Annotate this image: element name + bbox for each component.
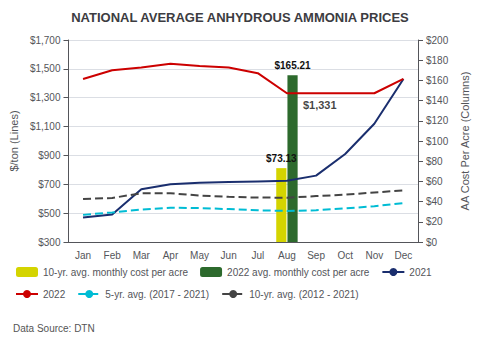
svg-text:Apr: Apr [163,250,179,261]
svg-text:10-yr. avg. monthly cost per a: 10-yr. avg. monthly cost per acre [43,267,189,278]
svg-text:NATIONAL AVERAGE ANHYDROUS AMM: NATIONAL AVERAGE ANHYDROUS AMMONIA PRICE… [71,10,409,25]
svg-text:$73.13: $73.13 [266,153,297,164]
svg-text:Jan: Jan [75,250,91,261]
svg-text:Aug: Aug [278,250,296,261]
svg-text:$120: $120 [426,115,449,126]
svg-text:$/ton (Lines): $/ton (Lines) [8,110,20,171]
svg-text:$300: $300 [38,237,61,248]
svg-text:May: May [190,250,209,261]
svg-text:$160: $160 [426,75,449,86]
svg-text:$1,331: $1,331 [303,99,337,111]
svg-text:$700: $700 [38,179,61,190]
svg-text:$1,500: $1,500 [30,63,61,74]
svg-text:$1,300: $1,300 [30,92,61,103]
svg-text:Data Source: DTN: Data Source: DTN [13,323,95,334]
svg-text:Jul: Jul [251,250,264,261]
svg-text:$100: $100 [426,136,449,147]
svg-text:Mar: Mar [133,250,151,261]
svg-text:Jun: Jun [221,250,237,261]
svg-text:5-yr. avg. (2017 - 2021): 5-yr. avg. (2017 - 2021) [105,289,209,300]
svg-text:$200: $200 [426,35,449,46]
svg-text:Oct: Oct [337,250,353,261]
svg-text:$1,700: $1,700 [30,35,61,46]
svg-text:$0: $0 [426,237,438,248]
svg-text:$900: $900 [38,150,61,161]
svg-text:$500: $500 [38,208,61,219]
svg-text:Nov: Nov [365,250,383,261]
svg-text:$140: $140 [426,95,449,106]
svg-text:$40: $40 [426,196,443,207]
svg-text:$80: $80 [426,156,443,167]
svg-text:$180: $180 [426,55,449,66]
svg-text:2021: 2021 [409,267,432,278]
svg-text:10-yr. avg. (2012 - 2021): 10-yr. avg. (2012 - 2021) [249,289,359,300]
svg-text:AA Cost Per Acre (Columns): AA Cost Per Acre (Columns) [459,72,471,211]
svg-text:Sep: Sep [307,250,325,261]
svg-text:2022: 2022 [43,289,66,300]
svg-text:Feb: Feb [104,250,122,261]
svg-text:2022 avg. monthly cost per acr: 2022 avg. monthly cost per acre [227,267,370,278]
svg-text:Dec: Dec [395,250,413,261]
svg-text:$1,100: $1,100 [30,121,61,132]
svg-text:$20: $20 [426,216,443,227]
svg-text:$165.21: $165.21 [274,60,311,71]
svg-text:$60: $60 [426,176,443,187]
